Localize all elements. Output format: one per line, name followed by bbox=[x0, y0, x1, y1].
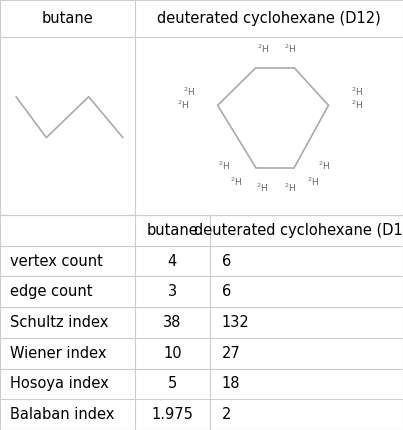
Text: 6: 6 bbox=[222, 284, 231, 299]
Text: butane: butane bbox=[146, 223, 198, 238]
Text: 6: 6 bbox=[222, 254, 231, 269]
Text: 132: 132 bbox=[222, 315, 249, 330]
Text: vertex count: vertex count bbox=[10, 254, 103, 269]
Text: 18: 18 bbox=[222, 376, 240, 391]
Text: $^2$H: $^2$H bbox=[231, 175, 243, 188]
Text: $^2$H: $^2$H bbox=[318, 160, 330, 172]
Text: Wiener index: Wiener index bbox=[10, 346, 106, 361]
Text: $^2$H: $^2$H bbox=[351, 85, 363, 98]
Text: butane: butane bbox=[42, 11, 93, 26]
Text: Balaban index: Balaban index bbox=[10, 407, 114, 422]
Text: $^2$H: $^2$H bbox=[284, 182, 296, 194]
Text: deuterated cyclohexane (D12): deuterated cyclohexane (D12) bbox=[194, 223, 403, 238]
Text: $^2$H: $^2$H bbox=[183, 85, 195, 98]
Text: $^2$H: $^2$H bbox=[177, 99, 189, 111]
Text: 10: 10 bbox=[163, 346, 182, 361]
Text: 5: 5 bbox=[168, 376, 177, 391]
Text: $^2$H: $^2$H bbox=[307, 175, 320, 188]
Text: 4: 4 bbox=[168, 254, 177, 269]
Text: edge count: edge count bbox=[10, 284, 93, 299]
Text: $^2$H: $^2$H bbox=[257, 42, 269, 55]
Text: $^2$H: $^2$H bbox=[256, 182, 268, 194]
Text: Schultz index: Schultz index bbox=[10, 315, 108, 330]
Text: $^2$H: $^2$H bbox=[284, 42, 296, 55]
Text: $^2$H: $^2$H bbox=[218, 160, 230, 172]
Text: 38: 38 bbox=[163, 315, 181, 330]
Text: 3: 3 bbox=[168, 284, 177, 299]
Text: deuterated cyclohexane (D12): deuterated cyclohexane (D12) bbox=[157, 11, 381, 26]
Text: Hosoya index: Hosoya index bbox=[10, 376, 109, 391]
Text: 27: 27 bbox=[222, 346, 241, 361]
Text: $^2$H: $^2$H bbox=[351, 99, 363, 111]
Text: 2: 2 bbox=[222, 407, 231, 422]
Text: 1.975: 1.975 bbox=[152, 407, 193, 422]
